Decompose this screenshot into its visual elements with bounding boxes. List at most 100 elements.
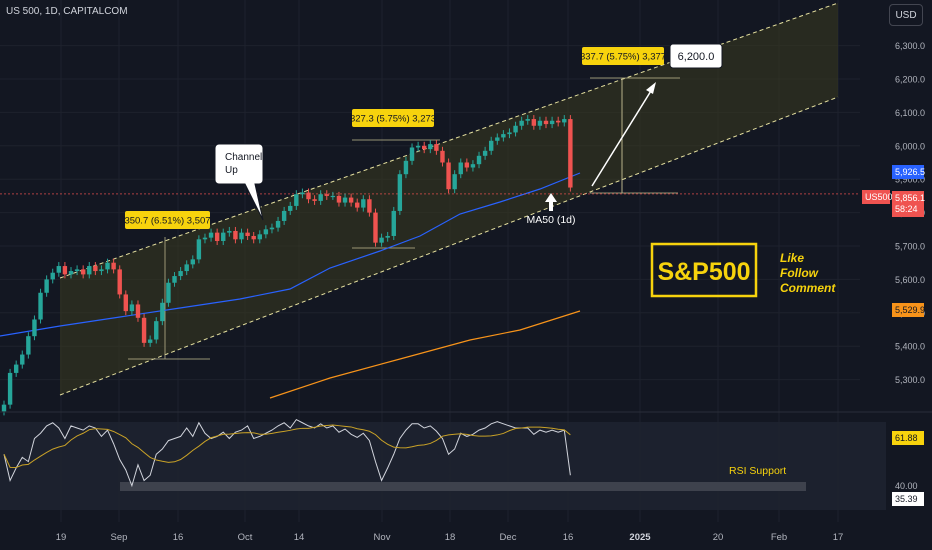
rsi-support-label: RSI Support — [729, 465, 786, 477]
measure-label-box — [582, 47, 664, 65]
symbol-title: US 500, 1D, CAPITALCOM — [6, 6, 128, 17]
time-tick: 14 — [294, 532, 305, 543]
time-tick: Nov — [374, 532, 391, 543]
price-axis[interactable]: 6,300.06,200.06,100.06,000.05,900.05,800… — [862, 41, 925, 506]
measure-label-text: 350.7 (6.51%) 3,507 — [124, 216, 210, 227]
candle-body — [446, 162, 451, 190]
candle-body — [568, 119, 573, 188]
measure-label-text: 337.7 (5.75%) 3,377 — [580, 52, 666, 63]
candle-body — [196, 239, 202, 260]
measure-label-box — [352, 109, 434, 127]
time-tick: Feb — [771, 532, 787, 543]
target-text: 6,200.0 — [678, 51, 715, 63]
candle-body — [562, 119, 567, 123]
candle-body — [178, 271, 183, 277]
candle-body — [482, 150, 488, 156]
measure-lines — [128, 77, 680, 360]
time-tick: 2025 — [629, 532, 651, 543]
candle-body — [458, 162, 463, 175]
time-tick: Oct — [238, 532, 253, 543]
candle-body — [141, 317, 147, 343]
time-tick: 17 — [833, 532, 844, 543]
rsi-ma-value-box — [892, 431, 924, 445]
ma50-label: MA50 (1d) — [526, 214, 575, 226]
ma200-line — [269, 310, 581, 399]
last-price-text: 58:24 — [895, 204, 918, 214]
candle-body — [50, 272, 55, 280]
time-tick: 18 — [445, 532, 456, 543]
rsi-ma-value-text: 61.88 — [895, 433, 918, 443]
rsi-band — [0, 422, 886, 510]
candle-body — [525, 119, 530, 121]
price-tick: 6,200.0 — [895, 75, 925, 85]
candle-body — [470, 164, 476, 168]
rsi-value-text: 35.39 — [895, 494, 918, 504]
price-tick: 5,700.0 — [895, 242, 925, 252]
candle-body — [513, 125, 518, 133]
rsi-support-zone — [120, 482, 806, 491]
candle-body — [403, 160, 409, 175]
candle-body — [87, 266, 92, 275]
last-price-box — [892, 191, 924, 217]
candle-body — [342, 197, 348, 203]
candle-body — [111, 262, 116, 270]
last-price-text: 5,856.1 — [895, 193, 925, 203]
candle-body — [361, 199, 366, 208]
price-tick: 6,300.0 — [895, 41, 925, 51]
candle-body — [355, 202, 360, 208]
candle-body — [245, 232, 250, 236]
price-tick: 5,900.0 — [895, 175, 925, 185]
candle-body — [257, 234, 262, 240]
candle-body — [385, 235, 390, 238]
candle-body — [537, 120, 543, 126]
currency-button[interactable]: USD — [889, 4, 923, 26]
candle-body — [367, 199, 372, 213]
rsi-level: 40.00 — [895, 481, 918, 491]
target-box — [669, 43, 723, 69]
candle-body — [68, 271, 74, 275]
time-axis[interactable]: 19 Sep 16 Oct 14 Nov 18 Dec 16 2025 20 Feb 17 — [56, 532, 844, 543]
candle-body — [147, 339, 153, 343]
candle-body — [105, 262, 110, 270]
symbol-label-text: US500 — [865, 192, 893, 202]
candle-body — [275, 220, 281, 228]
sp500-frame — [650, 242, 758, 298]
candle-body — [330, 195, 336, 198]
sp500-title: S&P500 — [657, 258, 750, 286]
candle-body — [409, 147, 415, 161]
candle-body — [464, 162, 470, 168]
candle-body — [214, 232, 220, 241]
callout-text: Channel — [225, 152, 262, 163]
candle-body — [324, 194, 329, 196]
candle-body — [476, 155, 482, 165]
price-tick: 5,400.0 — [895, 342, 925, 352]
ma200-value-box — [892, 303, 924, 317]
candle-body — [348, 197, 354, 203]
measure-label-text: 327.3 (5.75%) 3,273 — [350, 114, 436, 125]
candle-body — [489, 140, 494, 151]
candle-body — [519, 120, 524, 126]
measure-label-box — [125, 211, 210, 229]
candle-body — [263, 229, 269, 235]
candle-body — [531, 119, 537, 126]
channel-up-callout — [214, 143, 264, 221]
candle-body — [62, 266, 68, 275]
candle-body — [221, 232, 226, 241]
candle-body — [154, 321, 159, 340]
candle-body — [135, 304, 141, 318]
time-tick: Sep — [111, 532, 128, 543]
price-tick: 5,300.0 — [895, 375, 925, 385]
candle-body — [166, 282, 171, 303]
candle-body — [415, 145, 421, 148]
candle-body — [440, 150, 445, 163]
price-tick: 6,000.0 — [895, 141, 925, 151]
candle-body — [549, 120, 555, 125]
candle-body — [20, 354, 25, 365]
candle-body — [434, 144, 439, 151]
projection-arrowhead — [646, 82, 656, 94]
candle-body — [1, 404, 7, 412]
ma50-up-arrow — [545, 193, 557, 211]
cta-text: Follow — [780, 266, 819, 280]
channel-lower-line — [59, 96, 839, 396]
